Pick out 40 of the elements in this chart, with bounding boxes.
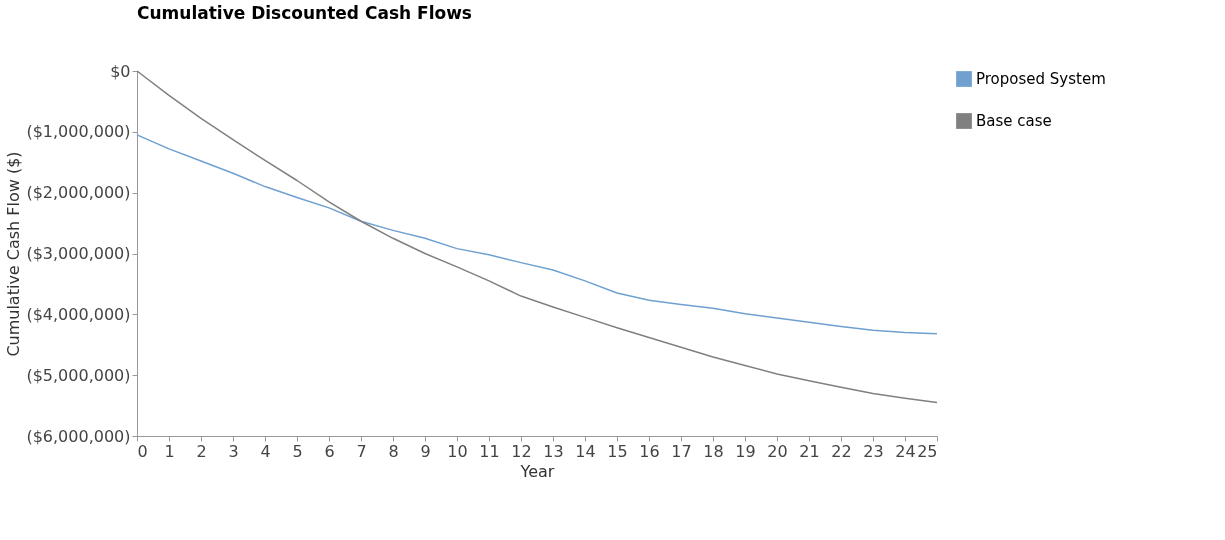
y-tick-label: ($3,000,000) [26,244,131,263]
y-tick-label: ($6,000,000) [26,426,131,446]
chart-title: Cumulative Discounted Cash Flows [137,3,472,23]
x-axis-title: Year [519,461,555,481]
x-tick-label: 13 [543,441,564,461]
line-series [136,134,938,335]
x-tick-label: 7 [356,441,367,461]
x-tick-label: 23 [863,441,884,461]
x-tick-label: 6 [324,441,335,461]
x-tick-label: 24 [895,441,916,461]
x-tick-label: 1 [164,441,175,461]
y-tick-label: ($2,000,000) [26,183,131,203]
x-tick-label: 16 [639,441,660,461]
x-tick-label: 8 [388,441,399,461]
y-tick-label: $0 [110,61,131,81]
x-tick-label: 5 [292,441,303,461]
x-tick-label: 14 [575,441,596,461]
y-axis-title: Cumulative Cash Flow ($) [4,151,24,357]
x-tick-label: 9 [420,441,431,461]
legend-label: Base case [976,112,1052,130]
y-tick-label: ($4,000,000) [26,304,131,324]
legend-label: Proposed System [976,70,1106,88]
x-tick-label: 19 [735,441,756,461]
x-tick-label: 2 [196,441,207,461]
x-tick-label: 12 [511,441,532,461]
x-tick-label: 21 [799,441,820,461]
x-tick-label: 17 [671,441,692,461]
x-tick-label: 22 [831,441,852,461]
x-tick-label: 20 [767,441,788,461]
x-tick-label: 15 [607,441,628,461]
x-tick-label: 0 [137,441,148,461]
line-series [136,70,938,404]
x-tick-label: 18 [703,441,724,461]
x-tick-label: 3 [228,441,239,461]
x-tick-label: 10 [447,441,468,461]
y-tick-label: ($5,000,000) [26,365,131,385]
y-tick-label: ($1,000,000) [26,122,131,142]
x-tick-label: 4 [260,441,271,461]
x-tick-label: 25 [917,441,938,461]
x-tick-label: 11 [479,441,500,461]
